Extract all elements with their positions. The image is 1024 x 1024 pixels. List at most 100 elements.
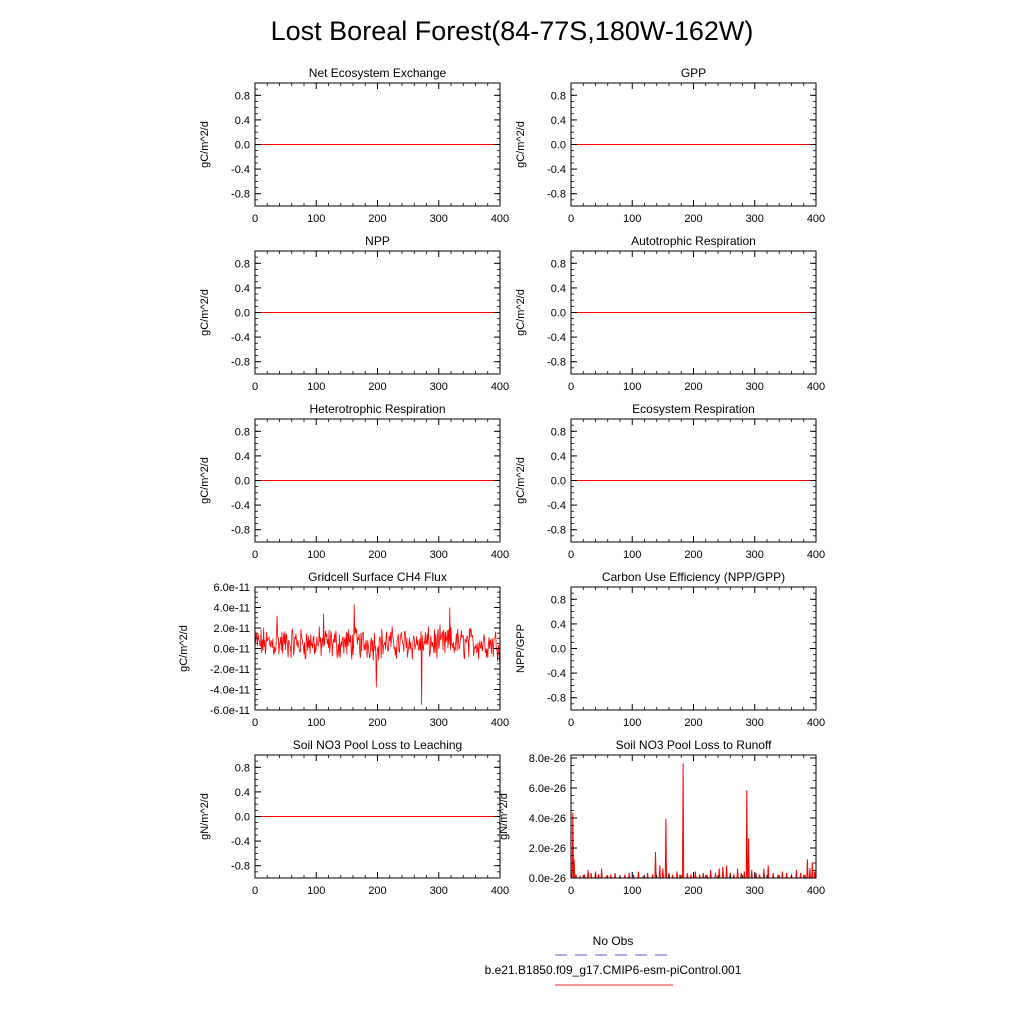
x-tick-label: 100 — [623, 213, 641, 225]
data-point — [743, 871, 745, 873]
panel-leach: Soil NO3 Pool Loss to Leaching gN/m^2/d 0 1… — [199, 738, 509, 897]
panel-npp: NPP gC/m^2/d 0 100 200 300 400 0.8 0.4 0.0 -0.4 -0.… — [199, 234, 509, 393]
x-tick-label: 300 — [430, 381, 448, 393]
x-tick-label: 200 — [368, 717, 386, 729]
y-tick-label: -2.0e-11 — [210, 664, 250, 676]
data-point — [572, 812, 574, 815]
x-tick-label: 200 — [684, 717, 702, 729]
panel-title: NPP — [365, 234, 390, 248]
y-tick-label: 4.0e-11 — [214, 603, 251, 615]
data-point — [748, 838, 750, 840]
y-axis-label: gC/m^2/d — [199, 121, 211, 168]
data-point — [795, 869, 798, 872]
x-tick-label: 300 — [746, 381, 764, 393]
y-tick-label: 0.4 — [551, 451, 566, 463]
data-point — [800, 872, 802, 875]
x-tick-label: 200 — [684, 885, 702, 897]
x-tick-label: 100 — [307, 549, 325, 561]
data-point — [637, 871, 640, 873]
panels-grid: Net Ecosystem Exchange gC/m^2/d 0 100 200 300… — [178, 66, 825, 897]
x-tick-label: 400 — [491, 717, 509, 729]
data-point — [726, 865, 728, 867]
panel-title: Net Ecosystem Exchange — [309, 66, 447, 80]
data-point — [729, 872, 731, 875]
y-tick-label: 0.0 — [551, 476, 566, 488]
data-point — [598, 874, 600, 876]
data-point — [714, 872, 717, 875]
y-tick-label: 0.0 — [551, 644, 566, 656]
x-tick-label: 400 — [491, 213, 509, 225]
y-tick-label: 8.0e-26 — [529, 753, 566, 765]
panel-title: Autotrophic Respiration — [631, 234, 756, 248]
y-axis-label: gC/m^2/d — [178, 625, 190, 672]
data-point — [601, 868, 603, 870]
y-axis-label: gC/m^2/d — [199, 289, 211, 336]
y-tick-label: 0.0 — [551, 308, 566, 320]
y-tick-label: -0.4 — [231, 500, 250, 512]
panel-title: Carbon Use Efficiency (NPP/GPP) — [602, 570, 785, 584]
y-tick-label: 0.0 — [235, 308, 250, 320]
x-tick-label: 0 — [252, 381, 258, 393]
x-tick-label: 0 — [568, 549, 574, 561]
x-tick-label: 0 — [568, 381, 574, 393]
x-tick-label: 400 — [491, 381, 509, 393]
y-tick-label: -0.4 — [231, 836, 250, 848]
y-tick-label: 0.4 — [235, 787, 250, 799]
panel-runoff: Soil NO3 Pool Loss to Runoff gN/m^2/d 0 100… — [498, 738, 825, 897]
y-tick-label: -0.4 — [547, 164, 566, 176]
y-tick-label: 0.4 — [235, 283, 250, 295]
data-point — [710, 869, 712, 872]
data-point — [718, 868, 720, 870]
panel-nee: Net Ecosystem Exchange gC/m^2/d 0 100 200 300… — [199, 66, 509, 225]
panel-title: Ecosystem Respiration — [632, 402, 755, 416]
data-point — [786, 872, 788, 875]
y-tick-label: -4.0e-11 — [210, 685, 250, 697]
data-point — [665, 818, 667, 821]
data-point — [814, 871, 816, 873]
legend-entry-label-no-obs: No Obs — [593, 934, 634, 948]
y-axis-label: gC/m^2/d — [199, 457, 211, 504]
x-tick-label: 300 — [746, 885, 764, 897]
series-line-runoff — [570, 763, 816, 879]
data-point — [781, 871, 783, 873]
y-tick-label: -0.4 — [547, 500, 566, 512]
data-point — [755, 872, 757, 875]
data-point — [679, 874, 681, 876]
y-tick-label: 2.0e-11 — [214, 623, 251, 635]
y-axis-label: gN/m^2/d — [498, 793, 510, 840]
panel-cue: Carbon Use Efficiency (NPP/GPP) NPP/GPP 0 1… — [515, 570, 825, 729]
y-tick-label: -0.4 — [231, 332, 250, 344]
plot-frame — [570, 754, 817, 879]
y-tick-label: -0.8 — [231, 525, 250, 537]
x-tick-label: 100 — [307, 213, 325, 225]
y-tick-label: 6.0e-11 — [214, 582, 251, 594]
y-tick-label: -0.4 — [547, 668, 566, 680]
data-point — [737, 868, 739, 870]
y-tick-label: 0.0 — [551, 140, 566, 152]
x-tick-label: 0 — [252, 717, 258, 729]
x-tick-label: 200 — [368, 549, 386, 561]
data-point — [811, 862, 813, 864]
y-tick-label: 0.4 — [551, 283, 566, 295]
plot-frame — [570, 586, 817, 711]
x-tick-label: 0 — [568, 213, 574, 225]
data-point — [682, 763, 684, 765]
y-tick-label: -0.8 — [547, 357, 566, 369]
x-tick-label: 300 — [430, 717, 448, 729]
x-tick-label: 200 — [368, 381, 386, 393]
data-point — [587, 869, 589, 872]
x-tick-label: 200 — [684, 213, 702, 225]
y-axis-label: gC/m^2/d — [515, 289, 527, 336]
data-point — [651, 874, 654, 876]
x-tick-label: 300 — [746, 549, 764, 561]
data-point — [702, 872, 704, 875]
data-point — [777, 874, 779, 876]
panel-title: Soil NO3 Pool Loss to Runoff — [616, 738, 773, 752]
data-point — [579, 875, 581, 878]
data-point — [740, 872, 742, 875]
x-tick-label: 300 — [746, 213, 764, 225]
y-tick-label: 0.8 — [551, 90, 566, 102]
x-tick-label: 100 — [307, 381, 325, 393]
y-tick-label: 2.0e-26 — [529, 843, 566, 855]
data-point — [647, 872, 649, 875]
